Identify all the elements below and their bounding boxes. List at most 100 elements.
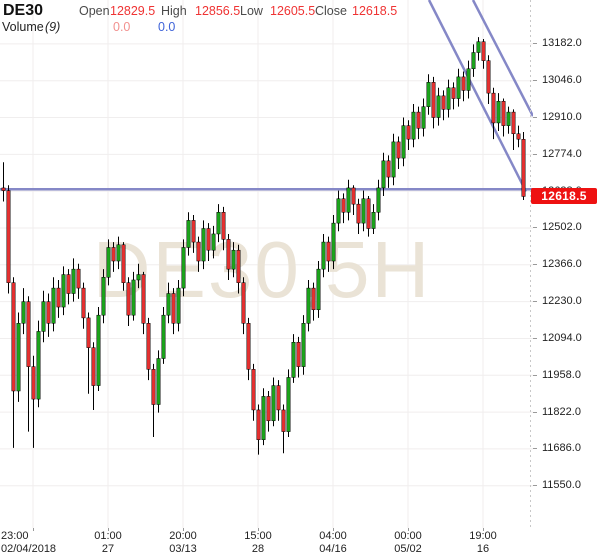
last-price-label: 12618.5 <box>531 188 597 205</box>
time-axis-label: 04:00 04/16 <box>319 530 347 555</box>
time-axis-label: 23:00 02/04/2018 <box>1 530 57 555</box>
price-axis-tick <box>533 117 537 118</box>
candle-body <box>436 95 441 118</box>
price-axis-tick <box>533 374 537 376</box>
candle-body <box>366 198 371 229</box>
low-value: 12605.5 <box>270 4 316 18</box>
time-axis-tick <box>483 528 484 531</box>
candle-body <box>416 111 421 129</box>
price-axis-label: 11958.0 <box>542 368 581 381</box>
candle-body <box>21 301 26 324</box>
candle-body <box>506 111 511 126</box>
candle-body <box>271 385 276 422</box>
time-axis-tick <box>408 528 409 531</box>
candle-body <box>371 212 376 229</box>
candle-body <box>301 323 306 367</box>
candle-body <box>381 160 386 189</box>
candle-body <box>306 287 311 324</box>
candle-body <box>511 111 516 135</box>
candle-body <box>316 268 321 311</box>
time-axis-label: 01:00 27 <box>94 530 122 555</box>
time-axis-tick <box>33 528 34 531</box>
candle-body <box>376 187 381 213</box>
candle-body <box>391 141 396 178</box>
price-axis-tick <box>533 43 537 45</box>
open-label: Open <box>79 4 110 18</box>
candle-body <box>96 314 101 386</box>
candle-body <box>166 293 171 316</box>
candle-body <box>281 409 286 432</box>
symbol-label: DE30 <box>3 2 44 19</box>
time-axis-label: 15:00 28 <box>244 530 272 555</box>
price-axis-label: 12502.0 <box>542 221 582 234</box>
price-axis-label: 13046.0 <box>542 74 582 87</box>
candle-body <box>151 369 156 405</box>
candle-body <box>46 301 51 324</box>
time-axis-label: 19:00 16 <box>469 530 497 555</box>
candlestick-chart[interactable]: DE30,5H <box>0 0 533 528</box>
candle-body <box>476 41 481 53</box>
price-axis[interactable]: 13182.013046.012910.012774.012638.012502… <box>533 0 600 528</box>
candle-body <box>341 198 346 213</box>
candle-body <box>161 314 166 359</box>
candle-body <box>466 68 471 91</box>
candle-body <box>86 317 91 348</box>
time-axis[interactable]: 23:00 02/04/2018 01:00 27 20:00 03/13 15:00 28 0… <box>0 528 600 558</box>
price-axis-label: 12094.0 <box>542 331 582 344</box>
close-value: 12618.5 <box>352 4 398 18</box>
candle-body <box>486 60 491 94</box>
candle-body <box>136 274 141 281</box>
candle-body <box>261 396 266 440</box>
candle-body <box>426 82 431 107</box>
candle-body <box>456 76 461 99</box>
candle-body <box>171 293 176 324</box>
candle-body <box>56 287 61 308</box>
candle-body <box>101 277 106 316</box>
candle-body <box>141 274 146 324</box>
candle-body <box>471 52 476 70</box>
price-axis-label: 12774.0 <box>542 147 582 160</box>
price-axis-tick <box>533 80 537 82</box>
candle-body <box>36 331 41 400</box>
candle-body <box>181 247 186 289</box>
chart-header: DE30 Open 12829.5 High 12856.5 Low 12605… <box>0 0 600 34</box>
candle-body <box>26 301 31 367</box>
candle-body <box>311 287 316 311</box>
candle-body <box>286 377 291 432</box>
candle-body <box>216 212 221 235</box>
candle-body <box>276 385 281 411</box>
candle-body <box>186 220 191 248</box>
trend-channel-line-2 <box>471 0 533 117</box>
candle-body <box>11 282 16 392</box>
candle-body <box>501 101 506 126</box>
candle-body <box>386 160 391 178</box>
candle-body <box>401 125 406 159</box>
candle-body <box>231 249 236 270</box>
candle-body <box>496 101 501 124</box>
volume-label: Volume <box>2 20 44 34</box>
candle-body <box>6 190 11 283</box>
time-axis-tick <box>258 528 259 531</box>
price-axis-tick <box>533 301 537 303</box>
price-axis-tick <box>533 337 537 339</box>
candle-body <box>411 111 416 140</box>
candle-body <box>131 279 136 316</box>
candle-body <box>196 241 201 262</box>
price-axis-tick <box>533 264 537 266</box>
candle-body <box>66 274 71 294</box>
candle-body <box>441 95 446 110</box>
candle-body <box>481 41 486 61</box>
candle-body <box>76 268 81 289</box>
candle-body <box>81 287 86 319</box>
candle-body <box>176 287 181 324</box>
candle-body <box>431 82 436 118</box>
time-axis-tick <box>333 528 334 531</box>
candle-body <box>516 133 521 140</box>
candle-body <box>336 198 341 224</box>
high-value: 12856.5 <box>195 4 241 18</box>
candle-body <box>446 87 451 110</box>
price-axis-label: 12366.0 <box>542 258 582 271</box>
candle-body <box>16 323 21 392</box>
volume-value-2: 0.0 <box>158 20 176 34</box>
candle-body <box>331 222 336 262</box>
